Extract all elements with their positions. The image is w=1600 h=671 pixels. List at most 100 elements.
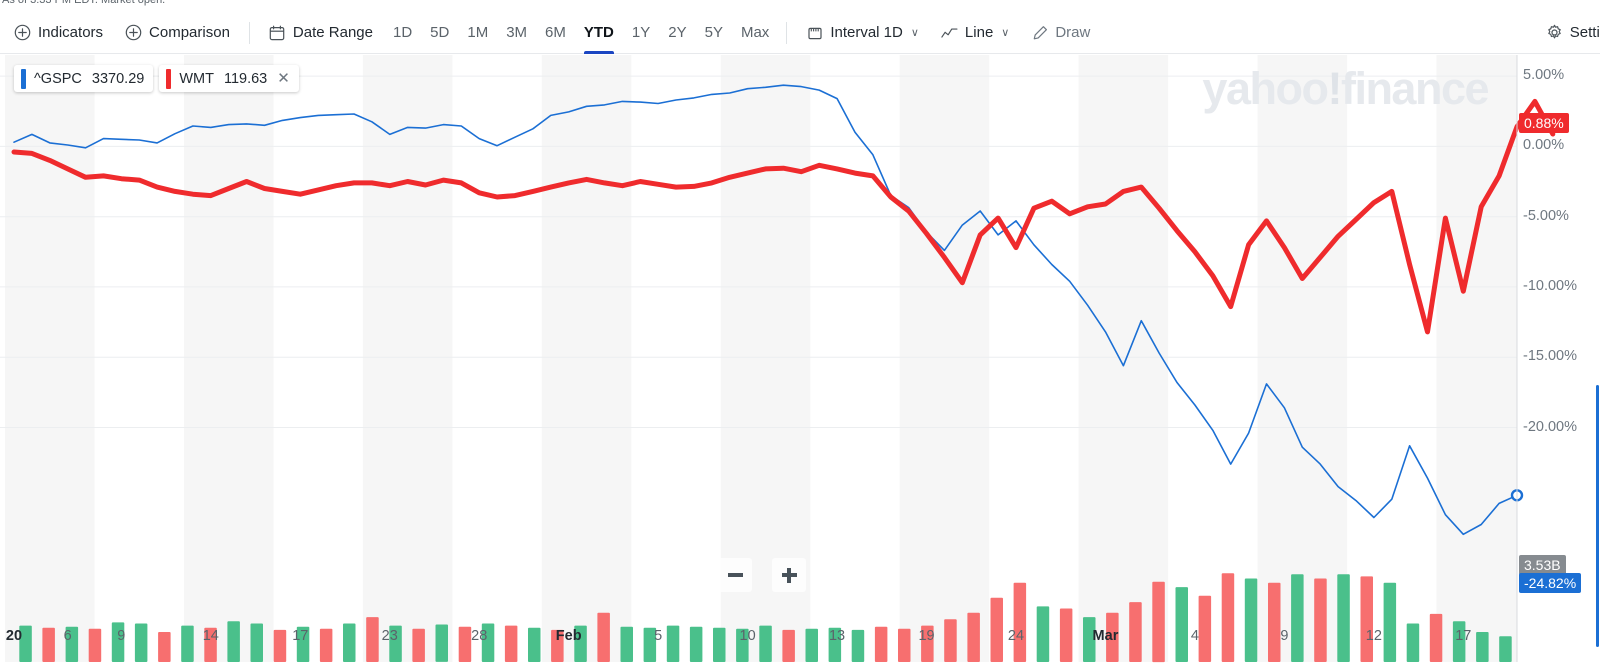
volume-bar [805, 628, 818, 662]
toolbar-divider [786, 21, 788, 44]
indicators-button[interactable]: Indicators [0, 12, 114, 54]
volume-bar [273, 629, 287, 662]
volume-bar [1036, 606, 1050, 662]
vertical-scrollbar-thumb[interactable] [1596, 385, 1599, 647]
volume-bar [389, 625, 402, 662]
watermark-bang: ! [1327, 63, 1342, 114]
volume-bar [296, 626, 310, 662]
y-axis-tick: 0.00% [1523, 137, 1565, 154]
series-line-gspc [13, 84, 1518, 536]
x-axis-tick: 19 [918, 628, 935, 644]
legend-chip-value: 3370.29 [91, 70, 145, 87]
settings-button[interactable]: Settings [1546, 12, 1600, 54]
pencil-icon [1031, 24, 1048, 41]
wmt-last-price-badge: 0.88% [1519, 113, 1569, 133]
volume-bar [1244, 578, 1258, 662]
interval-button[interactable]: Interval 1D ∨ [795, 12, 930, 54]
plus-circle-icon [125, 24, 142, 41]
date-axis-bottom[interactable]: 20 6 9 14 17 23 28 Feb 5 10 13 19 24 Mar 4 9 12 17 [0, 628, 1517, 658]
volume-bar [643, 627, 657, 662]
volume-bar [874, 626, 888, 662]
volume-bar [1499, 636, 1512, 662]
volume-bar [666, 625, 680, 662]
range-2y[interactable]: 2Y [668, 24, 687, 41]
legend-chip-wmt[interactable]: WMT 119.63 ✕ [159, 65, 299, 92]
watermark-pre: yahoo [1202, 63, 1329, 114]
volume-bar [1175, 587, 1188, 662]
volume-bar [412, 628, 425, 662]
x-axis-tick: 9 [1280, 628, 1289, 644]
zoom-controls [718, 558, 806, 592]
y-axis-tick: -10.00% [1523, 277, 1578, 294]
volume-bar [1221, 573, 1235, 662]
comparison-label: Comparison [149, 24, 230, 41]
volume-bar [65, 626, 79, 662]
chart-toolbar: Indicators Comparison Date Range 1D 5D 1M 3… [0, 12, 1600, 54]
volume-bar [759, 625, 772, 662]
range-ytd[interactable]: YTD [575, 12, 623, 54]
legend-chip-close-icon[interactable]: ✕ [277, 70, 290, 87]
x-axis-tick: 17 [1455, 628, 1472, 644]
background-band [899, 55, 990, 662]
volume-bar [1337, 574, 1350, 662]
volume-bar [1013, 582, 1027, 662]
range-1m[interactable]: 1M [467, 24, 489, 41]
comparison-button[interactable]: Comparison [114, 12, 241, 54]
volume-last-badge: 3.53B [1519, 555, 1566, 575]
date-range-button[interactable]: Date Range [258, 12, 384, 54]
zoom-out-button[interactable] [718, 558, 752, 592]
gspc-last-price-badge: -24.82% [1519, 573, 1582, 593]
x-axis-tick: 20 [5, 628, 23, 644]
weekly-background-bands [5, 55, 1517, 662]
x-axis-tick: Mar [1092, 628, 1119, 644]
volume-bar [319, 628, 333, 662]
volume-bar [181, 625, 194, 662]
volume-bar [1059, 608, 1073, 662]
volume-bar [551, 629, 564, 662]
volume-bar [42, 627, 55, 662]
draw-button[interactable]: Draw [1020, 12, 1101, 54]
volume-bar [250, 623, 263, 662]
settings-label: Settings [1569, 24, 1600, 41]
legend-color-swatch [21, 68, 26, 89]
legend-chip-label: ^GSPC [34, 70, 82, 87]
chart-canvas[interactable]: ^GSPC 3370.29 WMT 119.63 ✕ yahoo!finance [0, 55, 1600, 671]
volume-bar [967, 612, 980, 662]
range-1y[interactable]: 1Y [631, 24, 651, 41]
range-6m[interactable]: 6M [545, 24, 566, 41]
x-axis-tick: Feb [555, 628, 582, 644]
range-max[interactable]: Max [740, 24, 770, 41]
range-5y[interactable]: 5Y [704, 24, 723, 41]
background-band [1257, 55, 1348, 662]
background-band [362, 55, 453, 662]
plus-icon [781, 567, 797, 583]
yahoo-finance-watermark: yahoo!finance [1202, 63, 1489, 115]
volume-bar [597, 612, 610, 662]
x-axis-tick: 10 [739, 628, 756, 644]
volume-bars [19, 573, 1512, 663]
volume-bar [343, 623, 356, 662]
background-band [184, 55, 274, 662]
volume-bar [713, 627, 726, 662]
x-axis-tick: 17 [292, 628, 309, 644]
y-axis-tick: -20.00% [1523, 418, 1578, 435]
x-axis-tick: 12 [1365, 628, 1382, 644]
volume-bar [1383, 582, 1397, 662]
x-axis-tick: 23 [381, 628, 398, 644]
gear-icon [1546, 24, 1563, 41]
volume-bar [458, 626, 472, 662]
chart-type-button[interactable]: Line ∨ [930, 12, 1020, 54]
zoom-in-button[interactable] [772, 558, 806, 592]
legend-chip-gspc[interactable]: ^GSPC 3370.29 [14, 65, 154, 92]
indicators-label: Indicators [38, 24, 104, 41]
range-1d[interactable]: 1D [392, 24, 413, 41]
price-volume-chart [0, 55, 1556, 663]
x-axis-tick: 4 [1190, 628, 1199, 644]
toolbar-divider [248, 21, 250, 44]
interval-label: Interval 1D [830, 24, 903, 41]
volume-bar [990, 597, 1003, 662]
price-axis-right[interactable]: 5.00% 0.00% -5.00% -10.00% -15.00% -20.00% 0.8… [1517, 55, 1600, 671]
volume-bar [828, 627, 842, 662]
range-3m[interactable]: 3M [506, 24, 528, 41]
range-5d[interactable]: 5D [430, 24, 450, 41]
